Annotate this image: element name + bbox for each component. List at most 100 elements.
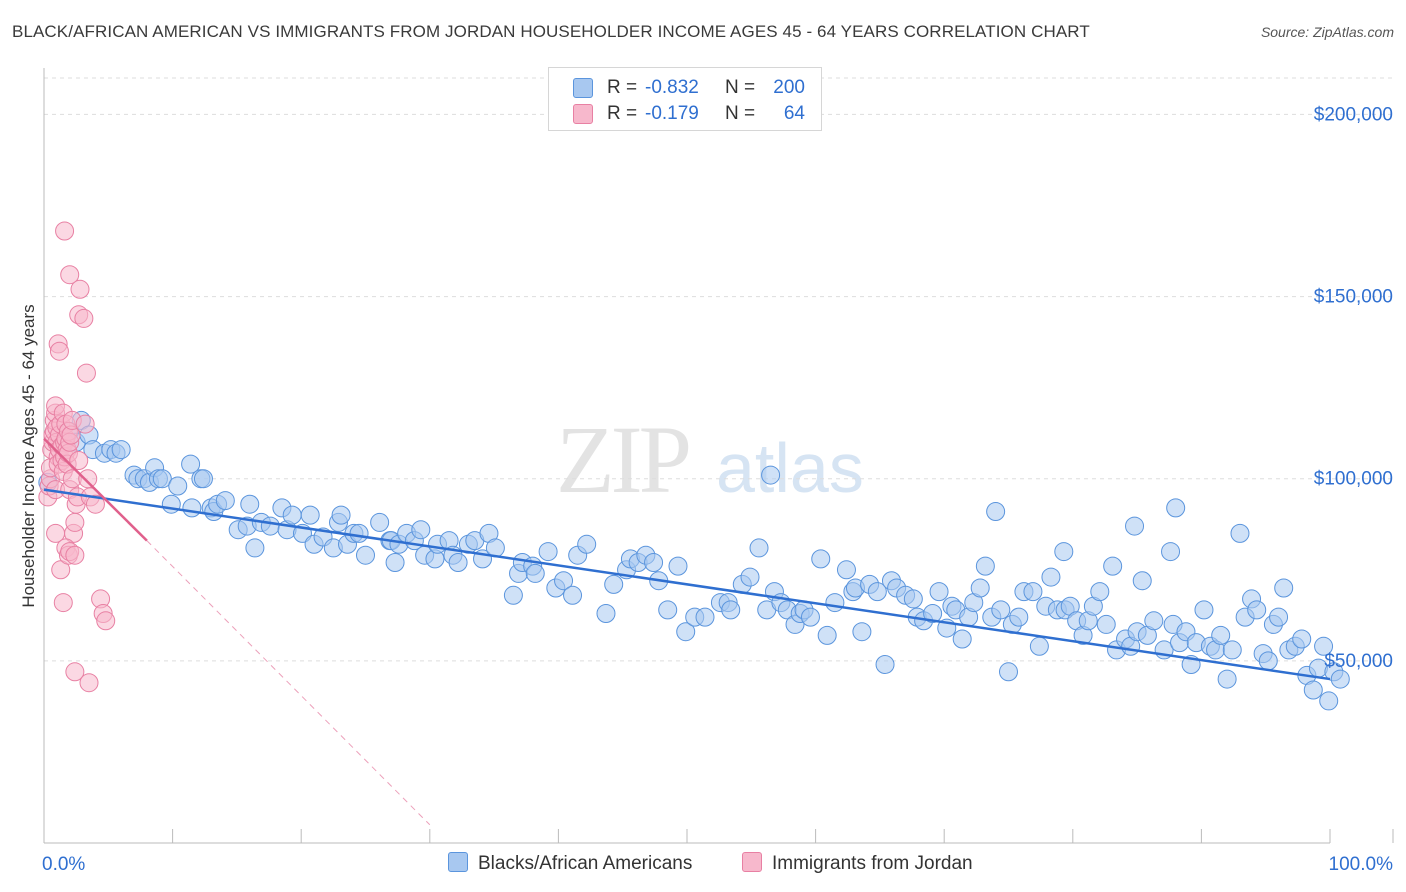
point-blacks (695, 607, 715, 627)
point-blacks (1292, 629, 1312, 649)
point-blacks (563, 585, 583, 605)
point-blacks (1222, 640, 1242, 660)
point-blacks (903, 589, 923, 609)
chart-title: BLACK/AFRICAN AMERICAN VS IMMIGRANTS FRO… (12, 22, 1090, 41)
point-blacks (331, 505, 351, 525)
point-blacks (1144, 611, 1164, 631)
axes (43, 68, 1394, 844)
point-blacks (282, 505, 302, 525)
point-blacks (349, 523, 369, 543)
x-tick-label: 100.0% (1329, 854, 1394, 875)
point-blacks (1090, 582, 1110, 602)
point-blacks (370, 512, 390, 532)
point-blacks (1247, 600, 1267, 620)
point-jordan (96, 611, 116, 631)
point-blacks (676, 622, 696, 642)
point-blacks (111, 440, 131, 460)
point-blacks (538, 542, 558, 562)
point-blacks (970, 578, 990, 598)
y-tick-label: $50,000 (1324, 651, 1393, 672)
source-label: Source: ZipAtlas.com (1260, 24, 1394, 40)
point-jordan (55, 221, 75, 241)
point-jordan (65, 512, 85, 532)
point-blacks (181, 454, 201, 474)
point-blacks (245, 538, 265, 558)
legend-row-blacks: R = -0.832 N = 200 (549, 75, 821, 101)
y-tick-label: $100,000 (1314, 469, 1393, 490)
point-blacks (1303, 680, 1323, 700)
legend-swatch-pink (573, 104, 593, 124)
point-jordan (74, 308, 94, 328)
point-blacks (1230, 523, 1250, 543)
point-blacks (800, 607, 820, 627)
point-jordan (69, 451, 89, 470)
point-jordan (65, 545, 85, 565)
legend-item-blacks[interactable]: Blacks/African Americans (448, 852, 692, 875)
legend-n-label: N = (725, 77, 756, 98)
point-blacks (668, 556, 688, 576)
point-jordan (51, 560, 71, 580)
point-blacks (240, 494, 260, 514)
point-jordan (53, 593, 73, 613)
watermark-zip: ZIP (556, 406, 689, 513)
point-blacks (952, 629, 972, 649)
point-blacks (1217, 669, 1237, 689)
watermark-atlas: atlas (716, 429, 864, 507)
legend-row-jordan: R = -0.179 N = 64 (549, 101, 821, 127)
point-blacks (1274, 578, 1294, 598)
legend-r-label: R = (607, 103, 638, 124)
point-blacks (356, 545, 375, 565)
legend-r-value: -0.179 (645, 103, 699, 124)
y-axis-label: Householder Income Ages 45 - 64 years (19, 304, 38, 607)
series-jordan (38, 221, 116, 693)
point-blacks (300, 505, 320, 525)
x-tick-label: 0.0% (42, 854, 85, 875)
point-blacks (1009, 607, 1029, 627)
watermark: ZIP atlas (556, 406, 864, 513)
point-blacks (503, 585, 523, 605)
point-blacks (817, 625, 837, 645)
point-jordan (76, 363, 96, 383)
series-blacks (38, 410, 1350, 711)
legend-label-blacks: Blacks/African Americans (478, 853, 693, 874)
point-blacks (740, 567, 760, 587)
point-blacks (1132, 571, 1152, 591)
point-blacks (525, 563, 545, 583)
y-tick-label: $150,000 (1314, 287, 1393, 308)
point-blacks (1330, 669, 1350, 689)
legend-r-label: R = (607, 77, 638, 98)
point-blacks (1023, 582, 1043, 602)
series-layer (38, 221, 1350, 711)
point-blacks (1258, 651, 1278, 671)
point-blacks (721, 600, 741, 620)
point-blacks (1103, 556, 1123, 576)
labels-layer: $50,000 $100,000 $150,000 $200,000 0.0% 100.0… (19, 104, 1393, 875)
trend-line-jordan-extension (146, 540, 431, 826)
point-blacks (596, 604, 616, 623)
point-blacks (1211, 625, 1231, 645)
point-blacks (193, 469, 213, 489)
point-blacks (1166, 498, 1186, 518)
point-blacks (644, 553, 664, 572)
point-jordan (70, 279, 90, 299)
point-blacks (385, 553, 405, 572)
point-blacks (1314, 636, 1334, 656)
point-blacks (260, 516, 280, 536)
y-tick-label: $200,000 (1314, 104, 1393, 125)
point-blacks (749, 538, 769, 558)
point-jordan (60, 265, 80, 285)
grid-lines (44, 77, 1395, 662)
point-blacks (1319, 691, 1339, 711)
point-blacks (1054, 542, 1074, 562)
point-blacks (999, 662, 1018, 682)
legend-n-label: N = (725, 103, 756, 124)
point-blacks (658, 600, 678, 620)
legend-n-value: 64 (783, 103, 805, 124)
legend-label-jordan: Immigrants from Jordan (772, 853, 973, 874)
point-blacks (1125, 516, 1145, 536)
point-blacks (604, 574, 624, 594)
legend-item-jordan[interactable]: Immigrants from Jordan (742, 852, 973, 875)
legend-r-value: -0.832 (645, 77, 699, 98)
point-blacks (923, 604, 943, 623)
